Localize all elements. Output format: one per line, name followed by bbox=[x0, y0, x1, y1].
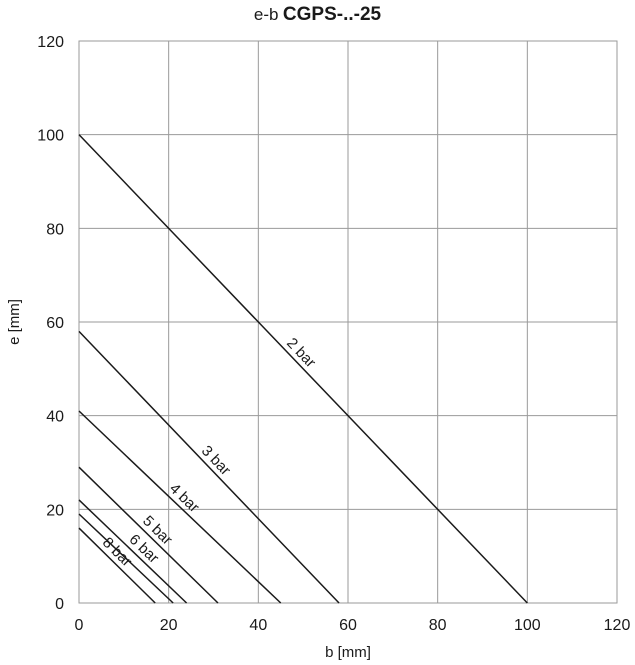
series-line bbox=[78, 527, 156, 604]
series-line bbox=[78, 410, 282, 604]
y-axis-label: e [mm] bbox=[6, 299, 23, 345]
chart-title-main: CGPS-..-25 bbox=[282, 4, 382, 25]
y-axis-ticks: 0 20 40 60 80 100 120 bbox=[37, 34, 64, 613]
series-group bbox=[78, 134, 528, 604]
series-line bbox=[78, 499, 188, 604]
chart-title-prefix: e-b bbox=[253, 5, 279, 24]
x-tick-label: 80 bbox=[429, 617, 447, 634]
y-tick-label: 80 bbox=[46, 221, 64, 238]
x-tick-label: 40 bbox=[249, 617, 267, 634]
y-tick-label: 120 bbox=[37, 34, 64, 51]
x-tick-label: 100 bbox=[514, 617, 541, 634]
series-line bbox=[78, 330, 340, 604]
y-tick-label: 100 bbox=[37, 128, 64, 145]
grid bbox=[78, 40, 618, 604]
y-tick-label: 0 bbox=[55, 596, 64, 613]
x-tick-label: 20 bbox=[160, 617, 178, 634]
y-tick-label: 40 bbox=[46, 409, 64, 426]
plot-frame bbox=[78, 40, 618, 604]
series-line bbox=[78, 134, 528, 604]
x-axis-ticks: 0 20 40 60 80 100 120 bbox=[75, 617, 631, 634]
x-tick-label: 120 bbox=[604, 617, 631, 634]
y-tick-label: 20 bbox=[46, 502, 64, 519]
x-tick-label: 0 bbox=[75, 617, 84, 634]
x-tick-label: 60 bbox=[339, 617, 357, 634]
x-axis-label: b [mm] bbox=[325, 644, 371, 661]
chart-title: e-b CGPS-..-25 bbox=[0, 4, 635, 26]
series-line bbox=[78, 513, 174, 604]
series-line bbox=[78, 466, 219, 604]
y-tick-label: 60 bbox=[46, 315, 64, 332]
